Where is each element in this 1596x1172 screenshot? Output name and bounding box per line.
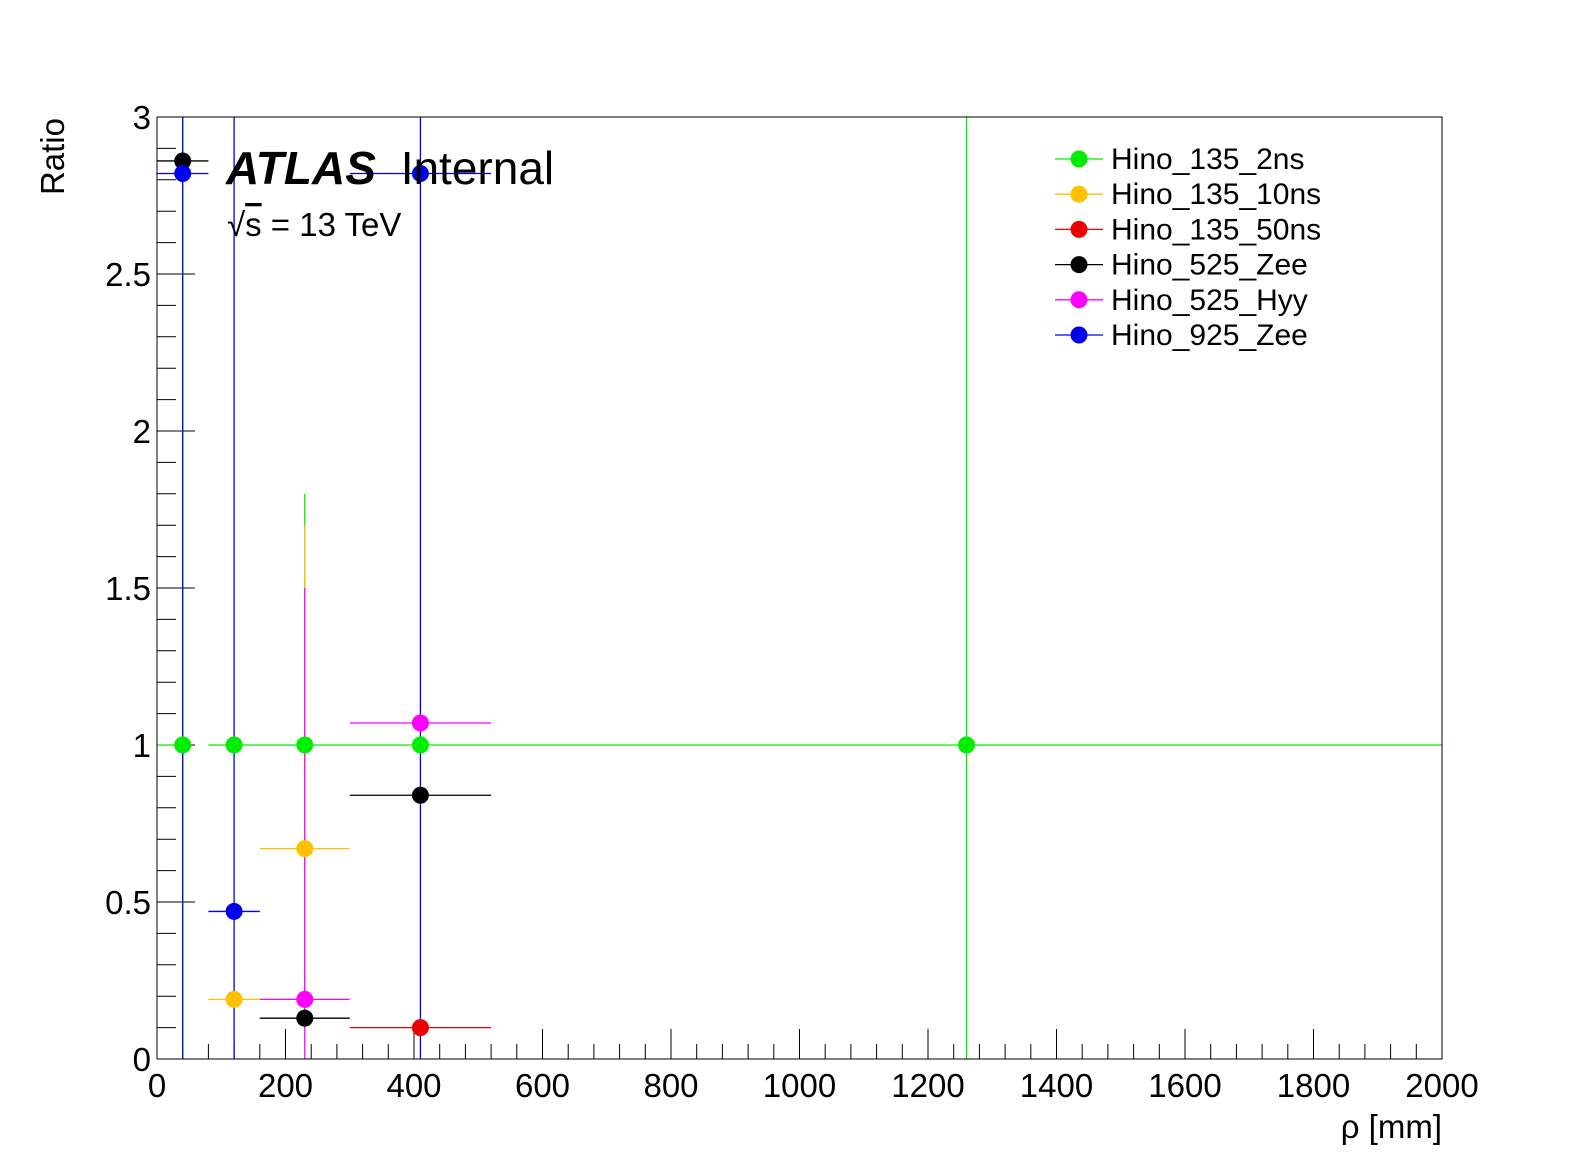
x-tick-label: 800 xyxy=(643,1067,698,1104)
y-tick-label: 1.5 xyxy=(105,570,151,607)
y-tick-label: 0.5 xyxy=(105,884,151,921)
data-point xyxy=(225,990,243,1008)
legend-entry: Hino_135_50ns xyxy=(1055,213,1321,246)
x-tick-label: 1800 xyxy=(1277,1067,1350,1104)
legend-marker xyxy=(1070,150,1088,168)
x-tick-label: 400 xyxy=(386,1067,441,1104)
legend-marker xyxy=(1070,220,1088,238)
data-point xyxy=(411,714,429,732)
y-tick-label: 2.5 xyxy=(105,256,151,293)
energy-s-text: s xyxy=(245,206,262,243)
legend-label: Hino_135_2ns xyxy=(1111,143,1305,176)
legend-label: Hino_135_50ns xyxy=(1111,213,1321,246)
y-tick-label: 0 xyxy=(133,1041,151,1078)
svg-text:√s = 13 TeV: √s = 13 TeV xyxy=(227,206,401,243)
x-tick-label: 1600 xyxy=(1148,1067,1221,1104)
legend-marker xyxy=(1070,326,1088,344)
legend-marker xyxy=(1070,291,1088,309)
y-axis-label: Ratio xyxy=(34,118,71,195)
data-point xyxy=(296,840,314,858)
legend: Hino_135_2nsHino_135_10nsHino_135_50nsHi… xyxy=(1055,143,1321,352)
legend-label: Hino_925_Zee xyxy=(1111,319,1308,352)
data-point xyxy=(411,786,429,804)
data-point xyxy=(174,736,192,754)
legend-entry: Hino_525_Hyy xyxy=(1055,284,1308,317)
atlas-label: ATLAS Internal √s = 13 TeV xyxy=(225,142,554,243)
atlas-bold-text: ATLAS xyxy=(225,142,376,194)
sqrt-symbol: √ xyxy=(227,206,246,243)
svg-text:ATLAS Internal: ATLAS Internal xyxy=(225,142,554,194)
data-point xyxy=(296,1009,314,1027)
legend-entry: Hino_925_Zee xyxy=(1055,319,1308,352)
data-point xyxy=(296,736,314,754)
data-point xyxy=(225,902,243,920)
y-tick-label: 1 xyxy=(133,727,151,764)
y-tick-label: 2 xyxy=(133,413,151,450)
x-tick-label: 200 xyxy=(258,1067,313,1104)
data-point xyxy=(411,1019,429,1037)
atlas-internal-text: Internal xyxy=(401,142,554,194)
legend-entry: Hino_135_2ns xyxy=(1055,143,1305,176)
x-tick-label: 0 xyxy=(148,1067,166,1104)
legend-entry: Hino_525_Zee xyxy=(1055,249,1308,282)
data-points xyxy=(174,152,976,1037)
x-tick-label: 1200 xyxy=(891,1067,964,1104)
x-axis-label: ρ [mm] xyxy=(1341,1108,1442,1145)
data-point xyxy=(225,736,243,754)
x-tick-label: 600 xyxy=(515,1067,570,1104)
legend-marker xyxy=(1070,256,1088,274)
data-point xyxy=(411,736,429,754)
data-point xyxy=(411,165,429,183)
legend-marker xyxy=(1070,185,1088,203)
energy-text: = 13 TeV xyxy=(262,206,402,243)
data-point xyxy=(958,736,976,754)
legend-label: Hino_135_10ns xyxy=(1111,178,1321,211)
legend-label: Hino_525_Zee xyxy=(1111,249,1308,282)
data-point xyxy=(296,990,314,1008)
plot-frame xyxy=(156,116,1443,1060)
x-tick-label: 1000 xyxy=(763,1067,836,1104)
x-tick-labels: 0 200 400 600 800 1000 1200 1400 1600 1800 2000 xyxy=(148,1067,1479,1104)
data-point xyxy=(174,165,192,183)
x-tick-label: 2000 xyxy=(1405,1067,1478,1104)
x-tick-label: 1400 xyxy=(1020,1067,1093,1104)
y-tick-labels: 0 0.5 1 1.5 2 2.5 3 xyxy=(105,99,151,1078)
legend-label: Hino_525_Hyy xyxy=(1111,284,1308,317)
y-tick-label: 3 xyxy=(133,99,151,136)
legend-entry: Hino_135_10ns xyxy=(1055,178,1321,211)
data-point xyxy=(174,152,192,170)
